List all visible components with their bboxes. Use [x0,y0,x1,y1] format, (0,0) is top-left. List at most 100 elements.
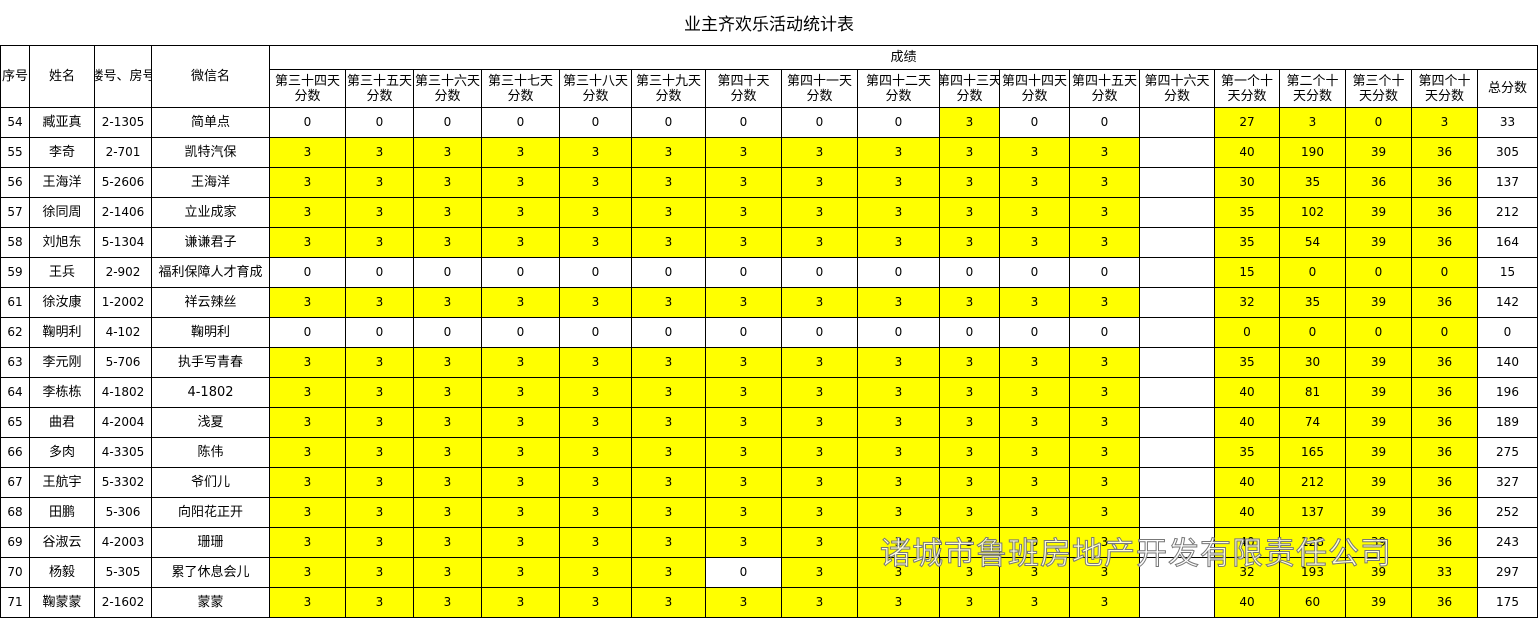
score-cell: 0 [1000,318,1070,348]
wechat-cell: 立业成家 [152,198,270,228]
score-cell: 3 [270,348,346,378]
score-cell: 3 [782,348,858,378]
score-cell: 3 [782,588,858,618]
tens-cell: 0 [1215,318,1280,348]
tens-cell: 32 [1215,558,1280,588]
tens-cell: 212 [1280,468,1346,498]
score-cell: 0 [632,258,706,288]
row-number: 62 [0,318,30,348]
room-cell: 5-2606 [95,168,152,198]
row-number: 61 [0,288,30,318]
row-number: 68 [0,498,30,528]
wechat-cell: 爷们儿 [152,468,270,498]
total-cell: 33 [1478,108,1538,138]
wechat-cell: 鞠明利 [152,318,270,348]
score-cell [1140,138,1215,168]
score-cell [1140,108,1215,138]
score-cell: 3 [414,168,482,198]
header-cell: 姓名 [30,46,95,108]
score-cell: 3 [270,468,346,498]
score-cell [1140,468,1215,498]
score-cell: 3 [1070,168,1140,198]
score-cell: 3 [560,468,632,498]
tens-cell: 32 [1215,288,1280,318]
score-label: 分数 [655,88,682,104]
total-cell: 327 [1478,468,1538,498]
score-cell: 0 [940,318,1000,348]
score-cell: 3 [782,438,858,468]
score-cell: 3 [782,138,858,168]
wechat-cell: 浅夏 [152,408,270,438]
score-cell: 3 [940,558,1000,588]
name-cell: 徐汝康 [30,288,95,318]
name-cell: 谷淑云 [30,528,95,558]
row-number: 57 [0,198,30,228]
score-cell: 3 [560,588,632,618]
tens-cell: 0 [1412,318,1478,348]
tens-cell: 15 [1215,258,1280,288]
tens-cell: 36 [1412,378,1478,408]
score-cell: 3 [482,348,560,378]
total-cell: 297 [1478,558,1538,588]
score-cell: 3 [858,288,940,318]
row-number: 58 [0,228,30,258]
score-cell: 3 [414,408,482,438]
score-cell: 3 [940,438,1000,468]
score-cell: 3 [346,528,414,558]
score-cell: 0 [782,318,858,348]
score-cell: 3 [632,498,706,528]
tens-cell: 36 [1412,168,1478,198]
room-cell: 4-3305 [95,438,152,468]
score-cell: 0 [270,318,346,348]
score-cell: 0 [414,318,482,348]
score-cell [1140,588,1215,618]
score-cell: 3 [940,468,1000,498]
score-cell: 0 [706,258,782,288]
score-cell: 3 [858,528,940,558]
tens-cell: 36 [1412,348,1478,378]
total-cell: 305 [1478,138,1538,168]
score-cell: 0 [482,318,560,348]
score-cell: 3 [560,408,632,438]
name-cell: 王海洋 [30,168,95,198]
wechat-cell: 执手写青春 [152,348,270,378]
score-cell: 3 [270,228,346,258]
score-cell: 3 [632,378,706,408]
score-cell: 3 [1070,438,1140,468]
score-cell: 3 [782,558,858,588]
score-cell: 0 [782,258,858,288]
score-cell: 0 [858,258,940,288]
score-cell: 3 [858,468,940,498]
name-cell: 臧亚真 [30,108,95,138]
top-border [0,45,1538,46]
score-cell: 3 [782,168,858,198]
score-cell: 3 [560,168,632,198]
score-label: 分数 [1021,88,1048,104]
tens-cell: 0 [1346,258,1412,288]
score-cell: 0 [346,108,414,138]
tens-cell: 36 [1412,468,1478,498]
score-cell: 3 [270,288,346,318]
score-cell: 3 [560,558,632,588]
score-label: 分数 [434,88,461,104]
tens-cell: 165 [1280,438,1346,468]
score-cell: 3 [482,558,560,588]
room-cell: 4-2004 [95,408,152,438]
score-cell: 3 [632,168,706,198]
score-cell: 3 [1000,348,1070,378]
score-cell: 3 [482,528,560,558]
tens-cell: 39 [1346,498,1412,528]
name-cell: 鞠蒙蒙 [30,588,95,618]
score-cell: 3 [270,198,346,228]
score-cell: 0 [1000,258,1070,288]
room-cell: 1-2002 [95,288,152,318]
tens-cell: 0 [1280,258,1346,288]
row-number: 63 [0,348,30,378]
score-cell: 3 [270,138,346,168]
score-label: 分数 [885,88,912,104]
day-header: 第四十五天 分数 [1070,70,1140,108]
score-cell: 0 [706,318,782,348]
score-cell: 3 [270,438,346,468]
tens-cell: 0 [1280,318,1346,348]
day-name: 第四十一天 [786,73,852,89]
